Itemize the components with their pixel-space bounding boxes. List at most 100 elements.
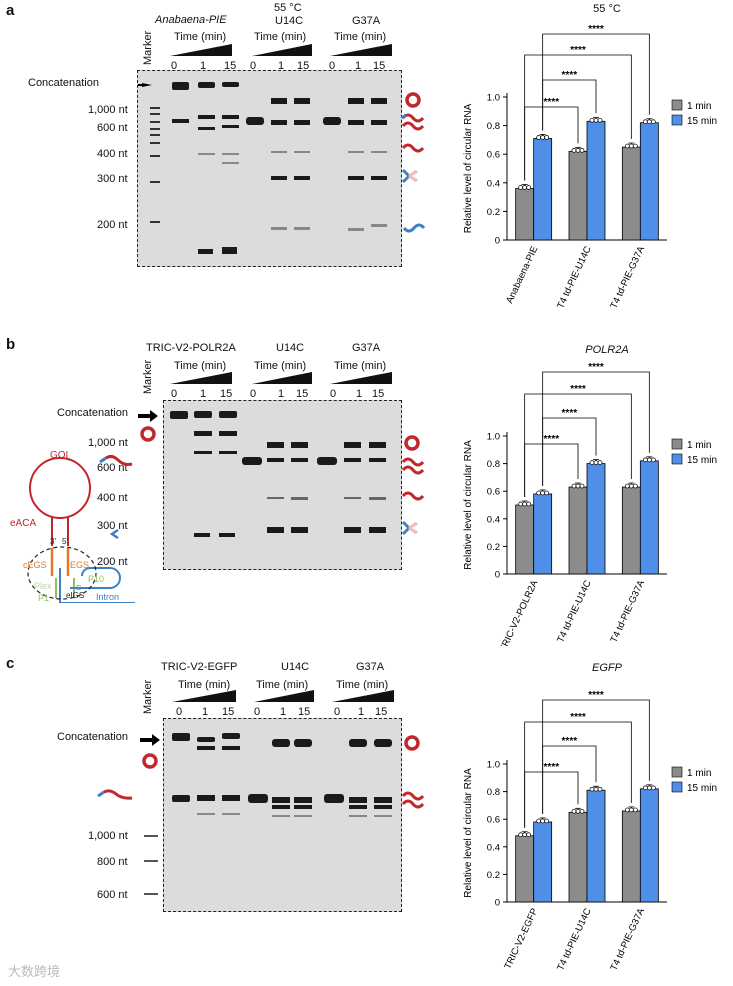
x-tick-label: T4 td-PIE-U14C	[555, 906, 594, 970]
panel-b-marker-label: Marker	[142, 359, 154, 394]
panel-b-size-400: 400 nt	[97, 492, 128, 504]
significance-stars: ****	[544, 97, 560, 108]
panel-c-time-15b: 15	[298, 706, 311, 718]
significance-stars: ****	[562, 408, 578, 419]
panel-b-bar-chart: 0 0.2 0.4 0.6 0.8 1.0 Relative level of circul…	[463, 362, 717, 646]
significance-stars: ****	[588, 690, 604, 701]
legend-swatch	[671, 99, 683, 111]
panel-b-gel-image	[163, 400, 402, 570]
panel-a-gel-image	[137, 70, 402, 267]
data-point	[624, 807, 630, 813]
panel-a-time-0: 0	[171, 60, 178, 72]
y-tick-label: 0	[495, 236, 500, 247]
data-point	[526, 501, 532, 507]
panel-b-rna-icons-left	[99, 454, 133, 540]
significance-stars: ****	[562, 70, 578, 81]
panel-b-time-1: 1	[200, 388, 207, 400]
data-point	[650, 119, 656, 125]
panel-c-time-1b: 1	[280, 706, 287, 718]
panel-b-group2-label: U14C	[276, 342, 305, 354]
significance-bracket	[542, 33, 650, 131]
data-point	[593, 460, 599, 465]
panel-b-size-600: 600 nt	[97, 462, 128, 474]
data-point	[522, 185, 528, 190]
panel-a-time-0b: 0	[250, 60, 257, 72]
data-point	[536, 818, 542, 824]
data-point	[597, 460, 603, 465]
panel-c-chart-title: EGFP	[592, 662, 622, 674]
y-tick-label: 0.2	[487, 207, 500, 218]
panel-a-group2-label: U14C	[275, 15, 304, 27]
panel-b-rna-icons-right	[401, 435, 425, 536]
panel-c-time-15: 15	[222, 706, 235, 718]
diagram-label-g: G	[76, 585, 81, 592]
data-point	[540, 490, 546, 496]
panel-a-time-label-2: Time (min)	[254, 31, 307, 43]
panel-a-time-0c: 0	[329, 60, 336, 72]
data-point	[579, 808, 585, 814]
y-tick-label: 0.8	[487, 787, 500, 798]
legend-label: 15 min	[687, 455, 717, 466]
y-tick-label: 0.2	[487, 542, 500, 553]
y-tick-label: 0.6	[487, 815, 500, 826]
data-point	[579, 147, 585, 153]
data-point	[544, 135, 550, 140]
data-point	[628, 143, 634, 149]
y-tick-label: 0.4	[487, 842, 500, 853]
data-point	[642, 119, 648, 125]
bar-15min	[586, 463, 606, 575]
panel-c-time-0: 0	[176, 706, 183, 718]
panel-b-time-1c: 1	[356, 388, 363, 400]
data-point	[597, 117, 603, 123]
panel-b-time-label-1: Time (min)	[174, 360, 227, 372]
panel-c-size-1000: 1,000 nt	[88, 830, 128, 842]
data-point	[632, 483, 638, 489]
panel-a-time-15b: 15	[297, 60, 310, 72]
panel-a-group1-label: Anabaena-PIE	[155, 14, 227, 26]
bar-15min	[533, 493, 553, 575]
panel-a-bar-chart: 0 0.2 0.4 0.6 0.8 1.0 Relative level of circul…	[463, 24, 717, 311]
panel-a-time-15c: 15	[373, 60, 386, 72]
panel-a-size-1000: 1,000 nt	[88, 104, 128, 116]
data-point	[575, 147, 581, 153]
legend-swatch	[671, 781, 683, 793]
bar-1min	[515, 504, 535, 575]
panel-c-time-15c: 15	[375, 706, 388, 718]
panel-c-group3-label: G37A	[356, 661, 385, 673]
data-point	[571, 483, 577, 489]
bar-15min	[586, 789, 606, 903]
bar-1min	[621, 810, 641, 903]
data-point	[650, 457, 656, 463]
y-tick-label: 0.4	[487, 178, 500, 189]
y-axis-label: Relative level of circular RNA	[463, 440, 474, 570]
panel-b-chart-title: POLR2A	[585, 344, 629, 356]
watermark-text: 大数跨境	[8, 964, 61, 979]
panel-a-time-1b: 1	[278, 60, 285, 72]
data-point	[540, 818, 546, 824]
bar-15min	[639, 122, 659, 241]
panel-b-circle-icon-left	[140, 426, 156, 442]
y-tick-label: 1.0	[487, 93, 500, 104]
data-point	[593, 117, 599, 123]
data-point	[544, 490, 550, 496]
x-tick-label: TRIC-V2-EGFP	[503, 907, 541, 970]
y-tick-label: 0	[495, 570, 500, 581]
bar-1min	[568, 150, 588, 241]
panel-b-time-15: 15	[220, 388, 233, 400]
significance-stars: ****	[570, 45, 586, 56]
data-point	[579, 483, 585, 489]
significance-stars: ****	[544, 762, 560, 773]
data-point	[518, 832, 524, 838]
data-point	[593, 786, 599, 792]
panel-c-time-1: 1	[202, 706, 209, 718]
panel-c-marker-bands	[144, 835, 158, 895]
panel-a-rna-icons	[401, 92, 426, 233]
diagram-label-p10: P10	[88, 574, 104, 584]
data-point	[597, 786, 603, 792]
panel-a-header: 55 °C	[274, 2, 302, 14]
data-point	[650, 785, 656, 791]
bar-15min	[639, 788, 659, 903]
panel-a-time-label-3: Time (min)	[334, 31, 387, 43]
panel-b-size-300: 300 nt	[97, 520, 128, 532]
panel-c-concat-arrow	[140, 734, 160, 769]
